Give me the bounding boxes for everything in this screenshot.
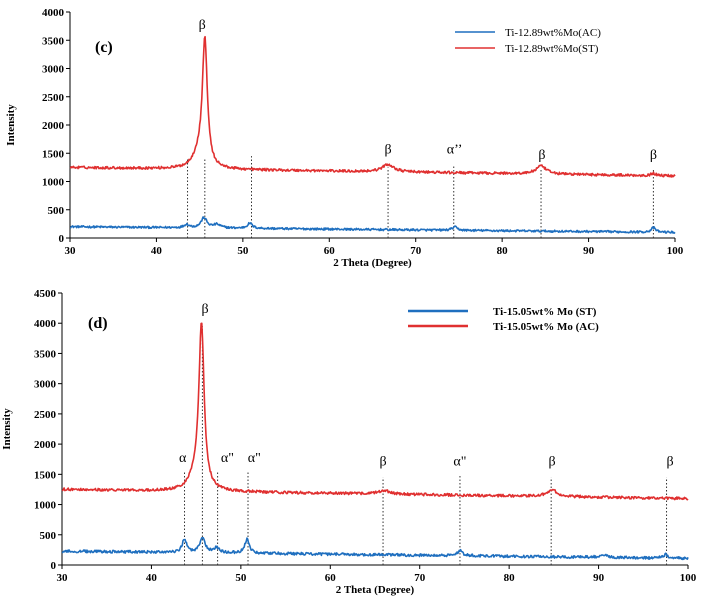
y-tick-label: 2000 bbox=[42, 120, 65, 132]
y-axis-title: Intensity bbox=[5, 104, 17, 146]
peak-annotation: β bbox=[199, 18, 206, 33]
legend-label: Ti-12.89wt%Mo(AC) bbox=[505, 27, 601, 39]
legend-label: Ti-15.05wt% Mo (ST) bbox=[493, 306, 597, 318]
series-line-1 bbox=[69, 35, 676, 178]
y-tick-label: 3000 bbox=[34, 379, 57, 391]
x-tick-label: 100 bbox=[680, 572, 697, 584]
y-tick-label: 500 bbox=[40, 530, 57, 542]
y-tick-label: 4500 bbox=[34, 288, 57, 300]
y-tick-label: 1500 bbox=[42, 148, 65, 160]
y-tick-label: 2000 bbox=[34, 439, 57, 451]
x-tick-label: 60 bbox=[325, 572, 337, 584]
x-tick-label: 40 bbox=[151, 245, 163, 257]
y-tick-label: 3500 bbox=[42, 35, 65, 47]
x-tick-label: 30 bbox=[65, 245, 77, 257]
x-tick-label: 90 bbox=[593, 572, 605, 584]
x-tick-label: 30 bbox=[57, 572, 69, 584]
y-axis-title: Intensity bbox=[1, 408, 13, 450]
y-tick-label: 0 bbox=[59, 233, 65, 245]
peak-annotation: α" bbox=[221, 451, 234, 466]
peak-annotation: β bbox=[202, 302, 209, 317]
panel-d: 0 500 1000 1500 2000 2500 3000 3500 4000 4500 30 40… bbox=[1, 288, 697, 596]
x-tick-label: 80 bbox=[504, 572, 516, 584]
peak-annotation: β bbox=[549, 454, 556, 469]
peak-annotation: α" bbox=[453, 454, 466, 469]
series-line-1 bbox=[61, 322, 689, 501]
x-tick-label: 70 bbox=[414, 572, 426, 584]
peak-annotation: β bbox=[667, 454, 674, 469]
panel-label: (c) bbox=[95, 39, 113, 56]
x-tick-label: 40 bbox=[146, 572, 158, 584]
x-tick-label: 60 bbox=[324, 245, 336, 257]
y-tick-label: 1000 bbox=[34, 500, 57, 512]
series-line-0 bbox=[69, 216, 676, 234]
peak-annotation: β bbox=[379, 454, 386, 469]
x-tick-label: 50 bbox=[237, 245, 249, 257]
series-line-0 bbox=[61, 536, 689, 561]
peak-annotation: α’’ bbox=[447, 142, 463, 157]
y-tick-label: 3000 bbox=[42, 64, 65, 76]
y-tick-label: 3500 bbox=[34, 348, 57, 360]
legend-label: Ti-15.05wt% Mo (AC) bbox=[493, 321, 599, 333]
x-axis-title: 2 Theta (Degree) bbox=[336, 584, 415, 596]
peak-annotation: α" bbox=[248, 451, 261, 466]
x-tick-label: 50 bbox=[235, 572, 247, 584]
x-tick-label: 100 bbox=[667, 245, 684, 257]
panel-c: 0 500 1000 1500 2000 2500 3000 3500 4000 30 40 50 60… bbox=[5, 7, 684, 269]
y-tick-label: 4000 bbox=[34, 318, 57, 330]
x-tick-label: 80 bbox=[497, 245, 509, 257]
y-tick-label: 1500 bbox=[34, 469, 57, 481]
y-tick-label: 1000 bbox=[42, 177, 65, 189]
peak-annotation: β bbox=[650, 148, 657, 163]
x-axis-title: 2 Theta (Degree) bbox=[333, 257, 412, 269]
y-tick-label: 4000 bbox=[42, 7, 65, 19]
peak-annotation: β bbox=[384, 142, 391, 157]
y-tick-label: 2500 bbox=[42, 92, 65, 104]
y-tick-label: 500 bbox=[48, 205, 65, 217]
legend-label: Ti-12.89wt%Mo(ST) bbox=[505, 43, 599, 55]
peak-annotation: β bbox=[538, 148, 545, 163]
panel-label: (d) bbox=[88, 315, 108, 332]
y-tick-label: 0 bbox=[51, 560, 57, 572]
x-tick-label: 90 bbox=[583, 245, 595, 257]
x-tick-label: 70 bbox=[410, 245, 422, 257]
peak-annotation: α bbox=[179, 451, 187, 466]
y-tick-label: 2500 bbox=[34, 409, 57, 421]
